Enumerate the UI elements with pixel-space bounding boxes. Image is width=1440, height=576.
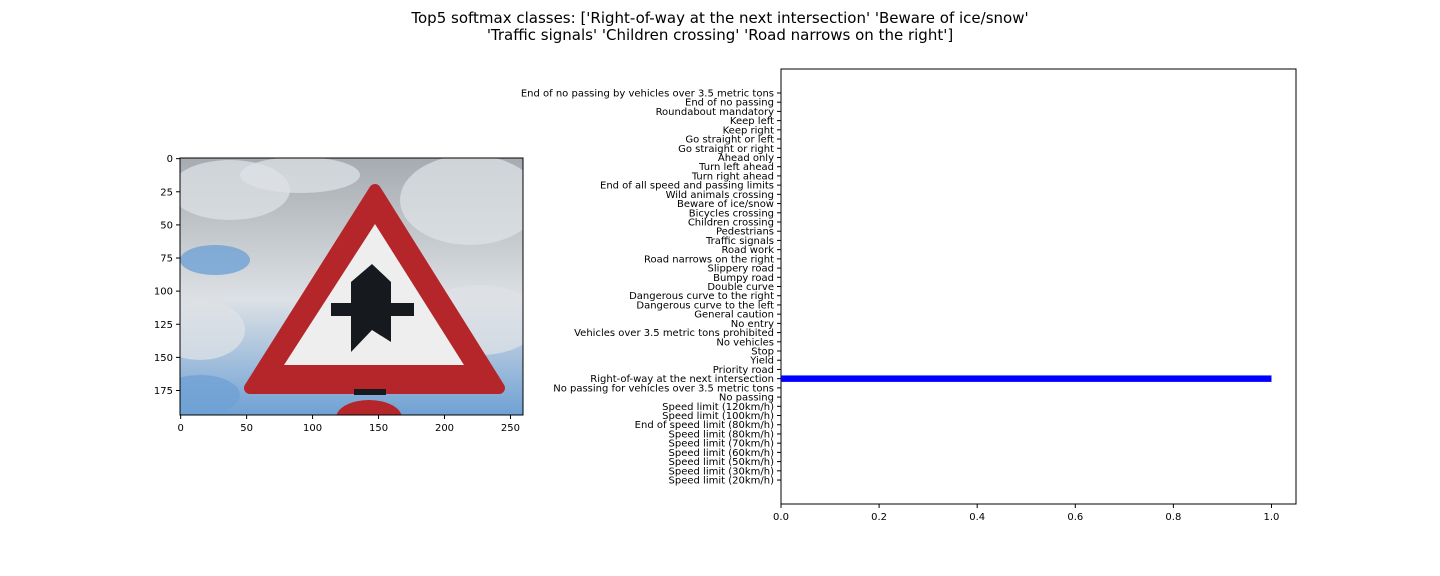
category-label: Roundabout mandatory	[656, 107, 775, 118]
image-x-axis: 0 50 100 150 200 250	[177, 415, 520, 434]
probability-axis: 0.0 0.2 0.4 0.6 0.8 1.0	[773, 504, 1279, 523]
image-x-tick-label: 0	[177, 423, 183, 434]
category-label: Wild animals crossing	[666, 190, 774, 201]
category-label: Dangerous curve to the left	[636, 300, 774, 311]
figure-title-line-2: 'Traffic signals' 'Children crossing' 'R…	[486, 26, 954, 44]
probability-tick-label: 0.0	[773, 512, 789, 523]
category-label: No vehicles	[716, 337, 774, 348]
category-label: Stop	[751, 347, 774, 358]
image-y-tick-label: 175	[154, 386, 173, 397]
category-label: Yield	[749, 356, 774, 367]
image-frame	[179, 157, 524, 416]
category-label: Ahead only	[718, 153, 774, 164]
category-label: Road work	[722, 245, 775, 256]
clouds	[180, 158, 523, 415]
category-label: Keep right	[723, 125, 774, 136]
probability-tick-label: 1.0	[1264, 512, 1280, 523]
probability-tick-label: 0.4	[969, 512, 985, 523]
category-label: Pedestrians	[716, 227, 774, 238]
category-label: End of no passing	[685, 98, 774, 109]
bar	[781, 375, 1272, 382]
category-label: No passing for vehicles over 3.5 metric …	[553, 383, 774, 394]
probability-tick-label: 0.6	[1067, 512, 1083, 523]
category-label: Beware of ice/snow	[677, 199, 774, 210]
category-label: Dangerous curve to the right	[629, 291, 774, 302]
category-label: Right-of-way at the next intersection	[590, 374, 774, 385]
intersection-symbol	[331, 264, 414, 352]
sign-post-plate	[354, 389, 386, 395]
image-x-tick-label: 50	[240, 423, 253, 434]
category-label: Slippery road	[708, 264, 774, 275]
category-label: Bumpy road	[713, 273, 774, 284]
bar-series	[781, 375, 1272, 382]
category-label: No passing	[719, 393, 774, 404]
lower-sign-edge	[336, 400, 402, 415]
chart-frame	[780, 68, 1297, 505]
category-label: End of all speed and passing limits	[600, 181, 774, 192]
image-y-tick-label: 150	[154, 353, 173, 364]
category-label: Vehicles over 3.5 metric tons prohibited	[574, 328, 774, 339]
category-label: End of speed limit (80km/h)	[635, 420, 774, 431]
category-label: End of no passing by vehicles over 3.5 m…	[521, 88, 774, 99]
figure-title: Top5 softmax classes: ['Right-of-way at …	[0, 10, 1440, 44]
category-label: No entry	[731, 319, 774, 330]
category-label: Speed limit (50km/h)	[669, 457, 775, 468]
cloud-patch	[400, 158, 523, 245]
image-y-tick-label: 50	[160, 220, 173, 231]
image-x-tick-label: 150	[369, 423, 388, 434]
image-y-tick-label: 25	[160, 187, 173, 198]
sign-image-panel: 0 50 100 150 200 250 0 25 50 75 100 125 150 175	[154, 154, 524, 434]
category-label: Speed limit (70km/h)	[669, 439, 775, 450]
category-label: Turn left ahead	[698, 162, 774, 173]
category-label: Go straight or left	[685, 135, 774, 146]
category-label: Speed limit (30km/h)	[669, 466, 775, 477]
category-label: Keep left	[730, 116, 774, 127]
image-x-tick-label: 200	[435, 423, 454, 434]
category-label: Road narrows on the right	[644, 254, 774, 265]
sky-patch	[180, 245, 250, 275]
sky-patch	[180, 375, 240, 415]
figure-title-line-1: Top5 softmax classes: ['Right-of-way at …	[411, 9, 1029, 27]
image-y-tick-label: 100	[154, 287, 173, 298]
probability-tick-label: 0.2	[871, 512, 887, 523]
category-label: Speed limit (100km/h)	[662, 411, 774, 422]
category-label: Speed limit (120km/h)	[662, 402, 774, 413]
image-x-tick-label: 100	[303, 423, 322, 434]
cloud-patch	[240, 158, 360, 193]
category-label: Children crossing	[688, 217, 774, 228]
cloud-patch	[180, 300, 245, 360]
probability-tick-label: 0.8	[1165, 512, 1181, 523]
category-label: General caution	[694, 310, 774, 321]
category-label: Priority road	[713, 365, 774, 376]
sign-photo	[180, 158, 523, 415]
category-label: Go straight or right	[678, 144, 774, 155]
image-y-tick-label: 75	[160, 254, 173, 265]
category-label: Speed limit (80km/h)	[669, 429, 775, 440]
image-y-tick-label: 0	[167, 154, 173, 165]
image-y-axis: 0 25 50 75 100 125 150 175	[154, 154, 180, 397]
image-y-tick-label: 125	[154, 320, 173, 331]
category-label: Speed limit (60km/h)	[669, 448, 775, 459]
image-x-tick-label: 250	[501, 423, 520, 434]
category-axis: Speed limit (20km/h)Speed limit (30km/h)…	[521, 88, 781, 487]
category-label: Speed limit (20km/h)	[669, 476, 775, 487]
softmax-bar-chart: Speed limit (20km/h)Speed limit (30km/h)…	[521, 68, 1297, 523]
category-label: Traffic signals	[705, 236, 774, 247]
category-label: Double curve	[707, 282, 774, 293]
category-label: Bicycles crossing	[689, 208, 774, 219]
category-label: Turn right ahead	[691, 171, 774, 182]
